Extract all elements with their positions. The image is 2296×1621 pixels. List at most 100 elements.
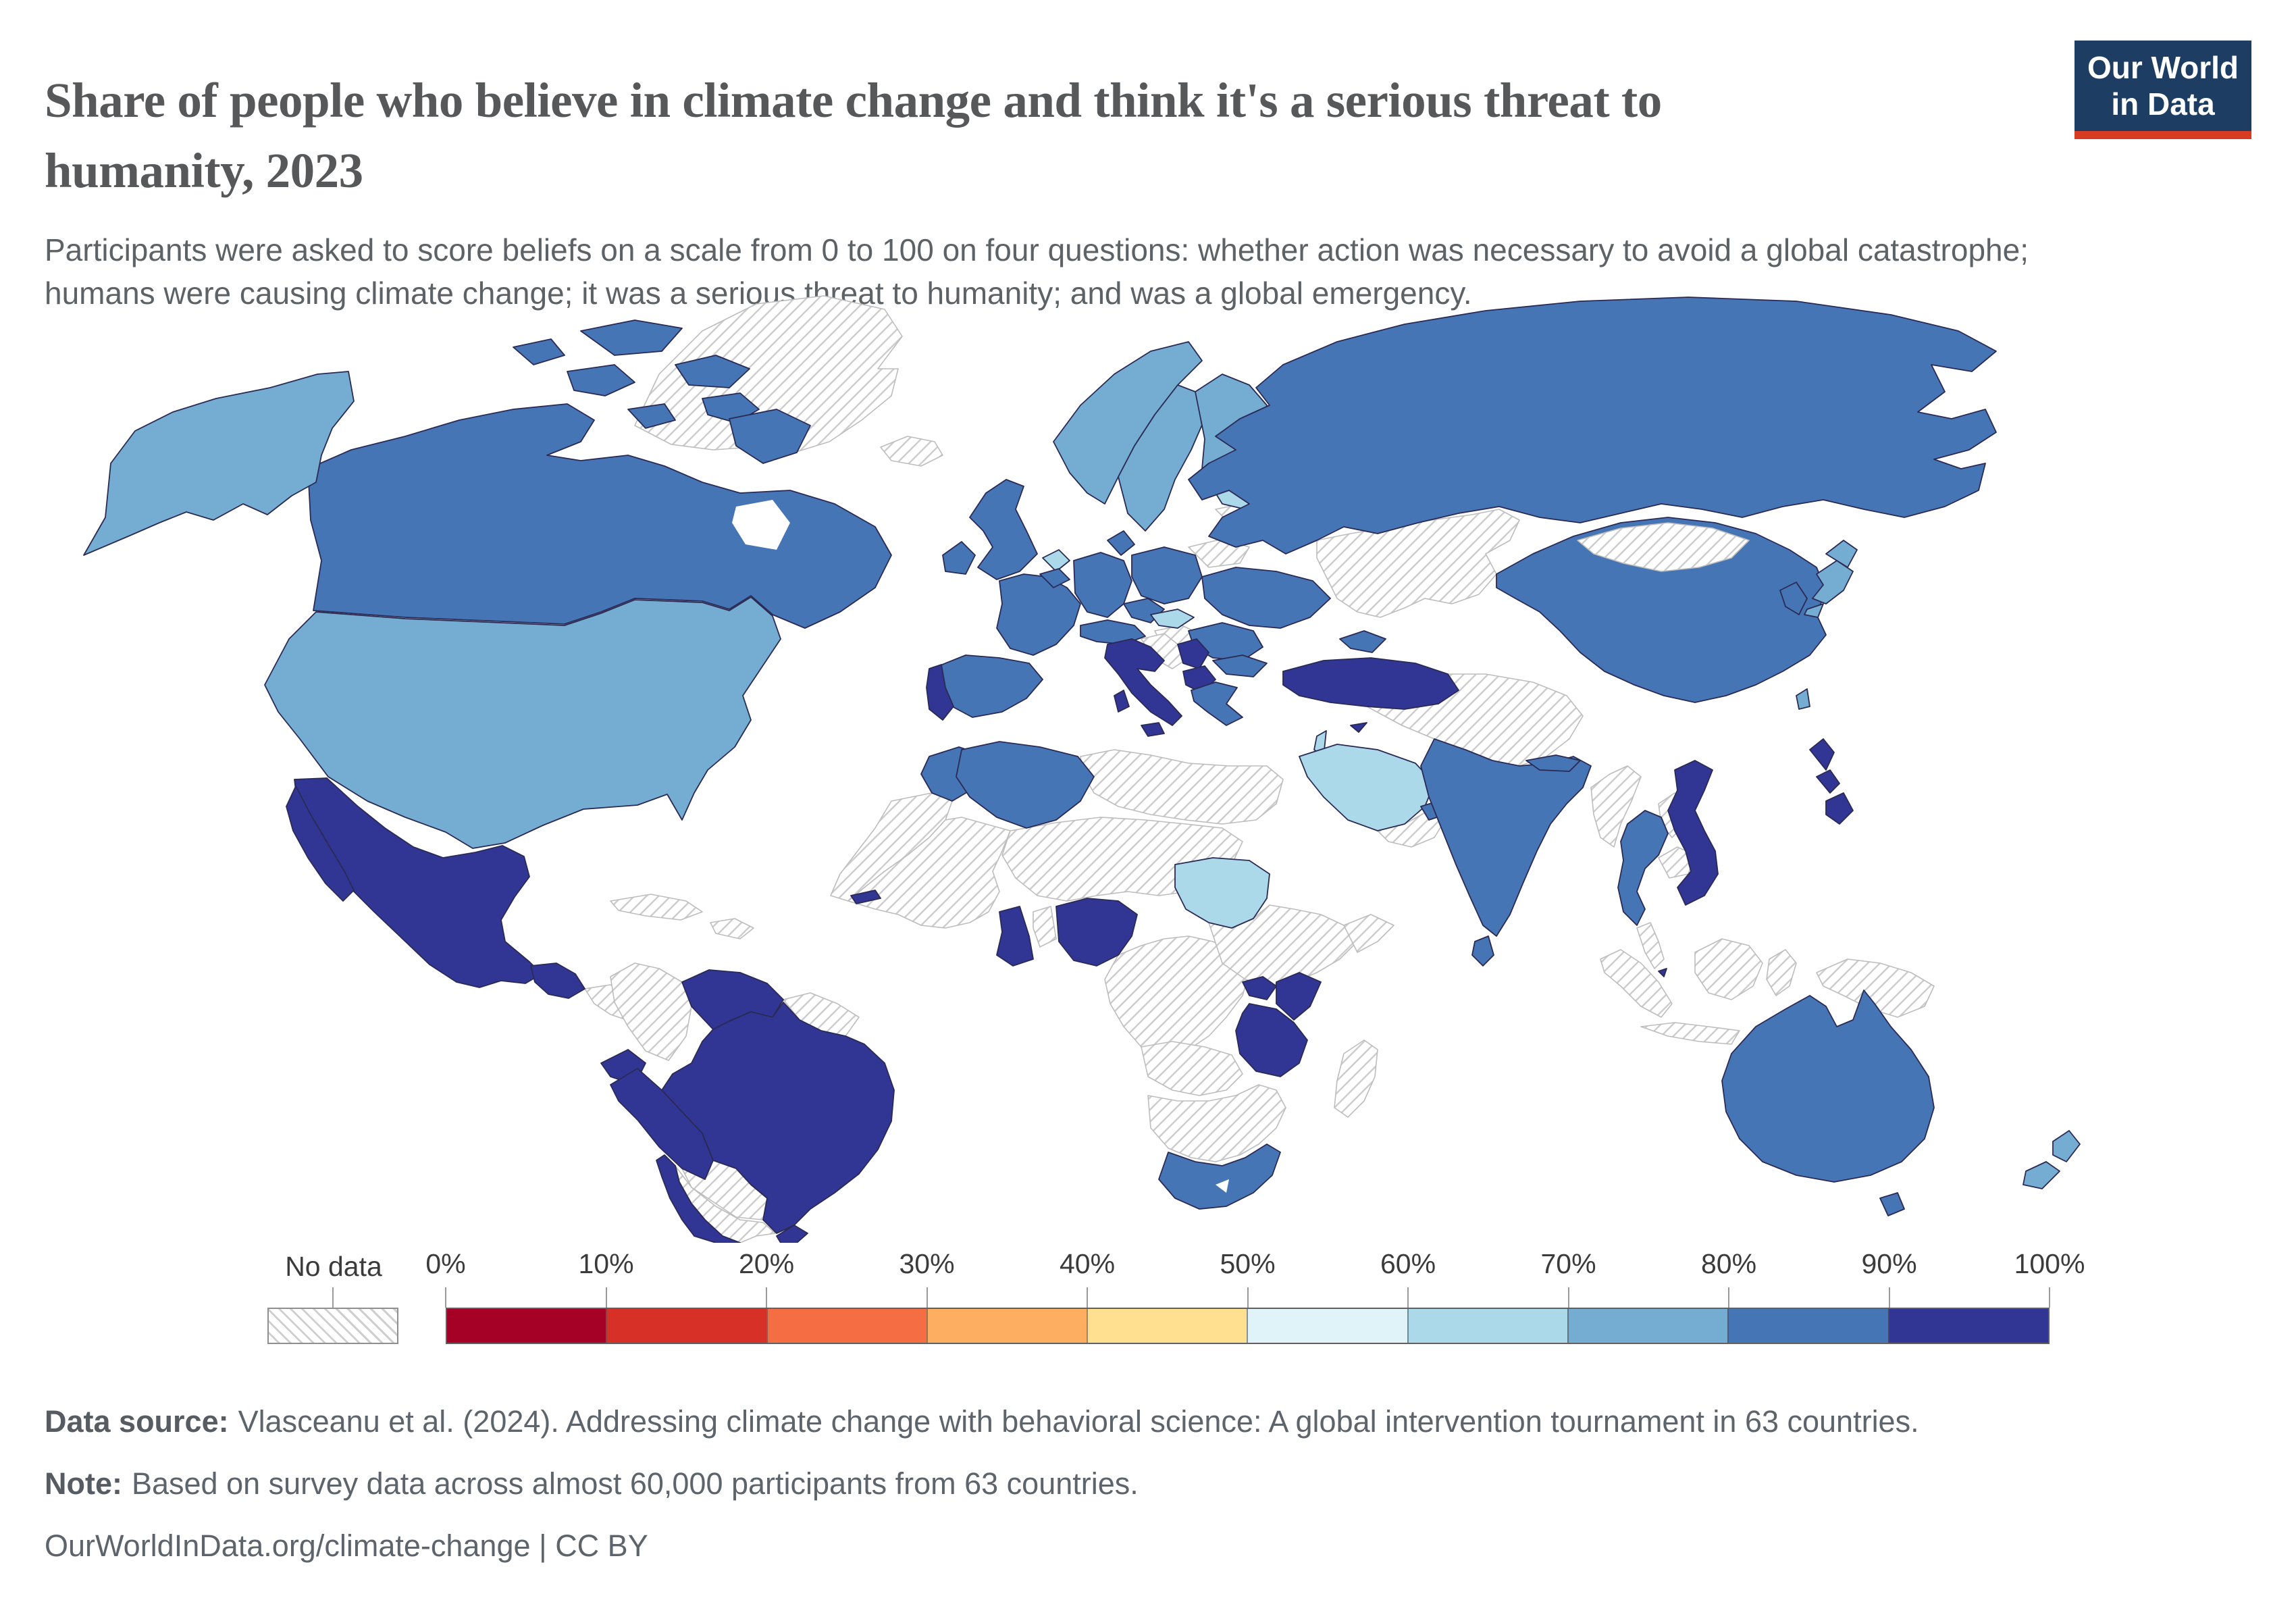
country-ukraine[interactable] (1201, 567, 1331, 629)
country-thailand[interactable] (1617, 810, 1669, 926)
country-mexico-baja[interactable] (286, 786, 355, 902)
region-sulawesi[interactable] (1766, 949, 1797, 996)
country-south-africa[interactable] (1158, 1143, 1281, 1210)
country-canada-island-3[interactable] (567, 364, 635, 396)
country-tasmania[interactable] (1879, 1192, 1905, 1216)
country-japan-kyushu[interactable] (1804, 603, 1824, 618)
country-france[interactable] (996, 573, 1081, 656)
country-germany[interactable] (1073, 552, 1132, 618)
country-mexico[interactable] (294, 777, 542, 988)
country-canada-island-5[interactable] (627, 403, 676, 429)
country-canada-island-1[interactable] (580, 319, 683, 356)
region-southern-africa[interactable] (1147, 1084, 1286, 1162)
legend-bin-70-80%[interactable] (1567, 1309, 1728, 1343)
country-alaska[interactable] (83, 371, 355, 556)
country-south-korea[interactable] (1779, 582, 1808, 615)
region-central-asia[interactable] (1316, 509, 1520, 618)
legend-bin-20-30%[interactable] (766, 1309, 927, 1343)
country-kenya[interactable] (1276, 972, 1322, 1021)
legend-bin-80-90%[interactable] (1727, 1309, 1888, 1343)
region-myanmar[interactable] (1590, 765, 1642, 848)
country-saudi-arabia[interactable] (1299, 744, 1435, 831)
country-united-states[interactable] (264, 596, 781, 849)
country-australia[interactable] (1721, 989, 1935, 1183)
region-new-guinea[interactable] (1816, 958, 1935, 1018)
country-belgium[interactable] (1039, 568, 1070, 588)
country-canada-baffin[interactable] (729, 409, 811, 464)
country-taiwan[interactable] (1796, 688, 1810, 710)
region-west-africa[interactable] (847, 817, 1011, 929)
country-canada-island-6[interactable] (513, 338, 565, 365)
country-canada-island-2[interactable] (675, 355, 750, 388)
country-japan-honshu[interactable] (1812, 560, 1854, 604)
region-colombia[interactable] (610, 962, 692, 1061)
region-cuba[interactable] (610, 894, 703, 921)
country-tanzania[interactable] (1235, 1003, 1308, 1077)
country-portugal[interactable] (926, 664, 954, 721)
legend-bin-40-50%[interactable] (1087, 1309, 1247, 1343)
country-ghana[interactable] (996, 906, 1034, 967)
country-algeria[interactable] (956, 741, 1095, 829)
country-italy[interactable] (1104, 638, 1182, 726)
country-netherlands[interactable] (1042, 549, 1070, 572)
country-china[interactable] (1496, 517, 1827, 703)
region-central-africa[interactable] (1104, 935, 1250, 1058)
country-sudan[interactable] (1174, 857, 1270, 929)
country-caucasus[interactable] (1339, 630, 1386, 653)
legend-bin-60-70%[interactable] (1407, 1309, 1568, 1343)
region-sumatra[interactable] (1600, 949, 1673, 1018)
region-malaysia[interactable] (1636, 922, 1665, 969)
country-slovakia[interactable] (1150, 609, 1195, 629)
country-philippines-luzon[interactable] (1809, 738, 1835, 771)
country-chile[interactable] (656, 1154, 741, 1243)
legend-bin-50-60%[interactable] (1247, 1309, 1407, 1343)
country-peru[interactable] (610, 1068, 714, 1180)
region-angola-zambia[interactable] (1141, 1041, 1243, 1096)
country-italy-sardinia[interactable] (1114, 690, 1130, 713)
country-philippines-mindanao[interactable] (1825, 792, 1854, 825)
region-borneo[interactable] (1694, 938, 1763, 1000)
country-uganda[interactable] (1242, 976, 1277, 1000)
legend-bin-10-20%[interactable] (606, 1309, 766, 1343)
country-new-zealand-north[interactable] (2052, 1130, 2081, 1162)
country-singapore[interactable] (1658, 968, 1667, 977)
region-iceland[interactable] (880, 436, 943, 467)
country-greece[interactable] (1191, 681, 1243, 726)
country-poland[interactable] (1131, 546, 1203, 604)
region-madagascar[interactable] (1334, 1039, 1378, 1118)
legend-bin-30-40%[interactable] (926, 1309, 1087, 1343)
country-spain[interactable] (938, 654, 1043, 718)
country-united-kingdom[interactable] (969, 479, 1038, 580)
country-vietnam[interactable] (1667, 760, 1719, 906)
country-new-zealand-south[interactable] (2023, 1161, 2060, 1189)
country-bulgaria[interactable] (1212, 654, 1268, 677)
legend-bin-0-10%[interactable] (447, 1309, 606, 1343)
country-turkey[interactable] (1282, 657, 1459, 710)
country-canada[interactable] (307, 403, 892, 629)
region-java[interactable] (1640, 1022, 1740, 1045)
country-nepal[interactable] (1525, 754, 1581, 772)
region-hispaniola[interactable] (710, 918, 754, 940)
country-guatemala[interactable] (530, 962, 585, 999)
country-philippines-visayas[interactable] (1816, 769, 1840, 794)
country-denmark[interactable] (1107, 530, 1135, 556)
legend-no-data-swatch[interactable] (267, 1308, 398, 1344)
country-nigeria[interactable] (1055, 898, 1138, 967)
country-italy-sicily[interactable] (1141, 722, 1165, 737)
country-uruguay[interactable] (776, 1225, 808, 1243)
country-russia[interactable] (1188, 297, 1997, 555)
citation-link[interactable]: OurWorldInData.org/climate-change | CC B… (45, 1528, 648, 1563)
owid-logo[interactable]: Our World in Data (2075, 41, 2251, 139)
country-ireland[interactable] (942, 541, 976, 575)
country-india[interactable] (1420, 738, 1592, 937)
country-serbia[interactable] (1177, 638, 1209, 669)
region-libya-egypt[interactable] (1080, 749, 1284, 825)
country-brazil[interactable] (661, 1002, 895, 1234)
country-gambia[interactable] (850, 890, 881, 904)
country-cyprus[interactable] (1350, 722, 1367, 733)
country-sri-lanka[interactable] (1471, 935, 1494, 967)
legend-bin-90-100%[interactable] (1887, 1309, 2048, 1343)
region-mongolia-overlay[interactable] (1577, 522, 1750, 572)
country-sweden[interactable] (1118, 384, 1205, 532)
region-togo-benin[interactable] (1033, 906, 1057, 948)
